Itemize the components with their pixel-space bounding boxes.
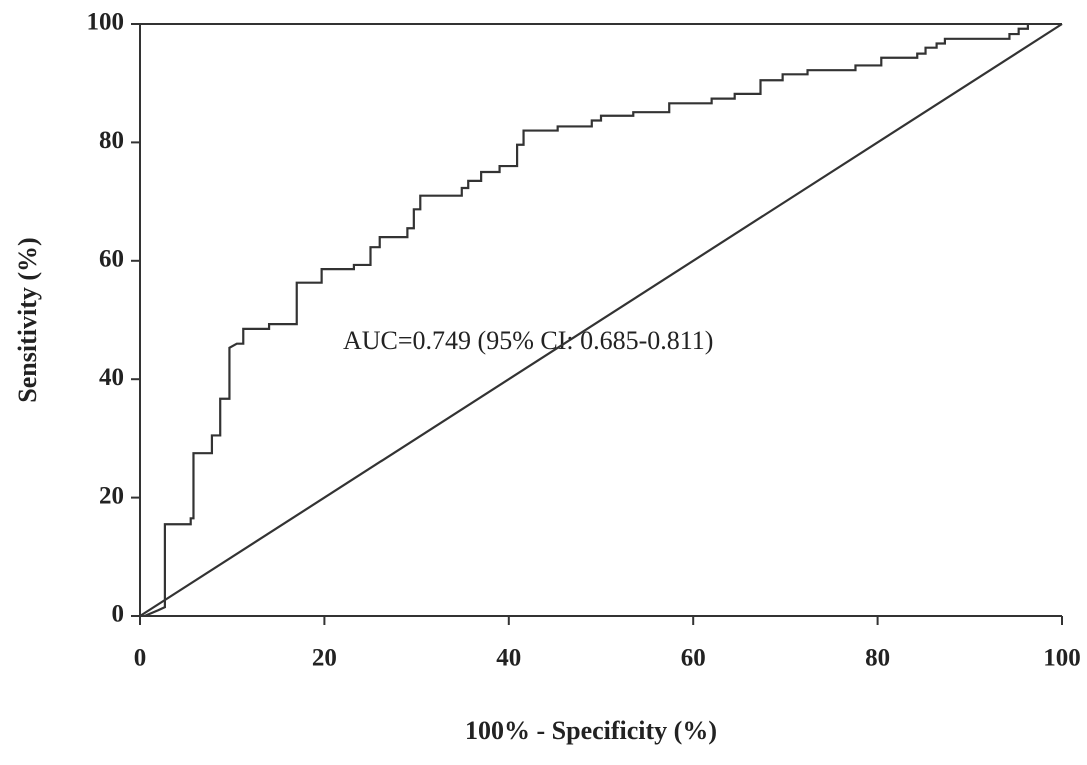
x-tick-label: 40 bbox=[496, 645, 521, 672]
x-tick-label: 80 bbox=[865, 645, 890, 672]
y-tick-label: 80 bbox=[99, 127, 124, 154]
x-tick-label: 100 bbox=[1043, 645, 1081, 672]
x-axis-label: 100% - Specificity (%) bbox=[465, 716, 717, 745]
x-tick-label: 60 bbox=[681, 645, 706, 672]
x-tick-label: 20 bbox=[312, 645, 337, 672]
y-tick-label: 40 bbox=[99, 364, 124, 391]
y-tick-label: 0 bbox=[112, 601, 125, 628]
y-tick-label: 20 bbox=[99, 482, 124, 509]
reference-line bbox=[139, 23, 1063, 617]
y-axis-label: Sensitivity (%) bbox=[13, 237, 42, 402]
y-tick-label: 60 bbox=[99, 246, 124, 273]
annotation: AUC=0.749 (95% CI: 0.685-0.811) bbox=[343, 326, 713, 355]
y-tick-label: 100 bbox=[87, 9, 125, 36]
roc-curve bbox=[144, 24, 1029, 618]
x-tick-label: 0 bbox=[134, 645, 147, 672]
